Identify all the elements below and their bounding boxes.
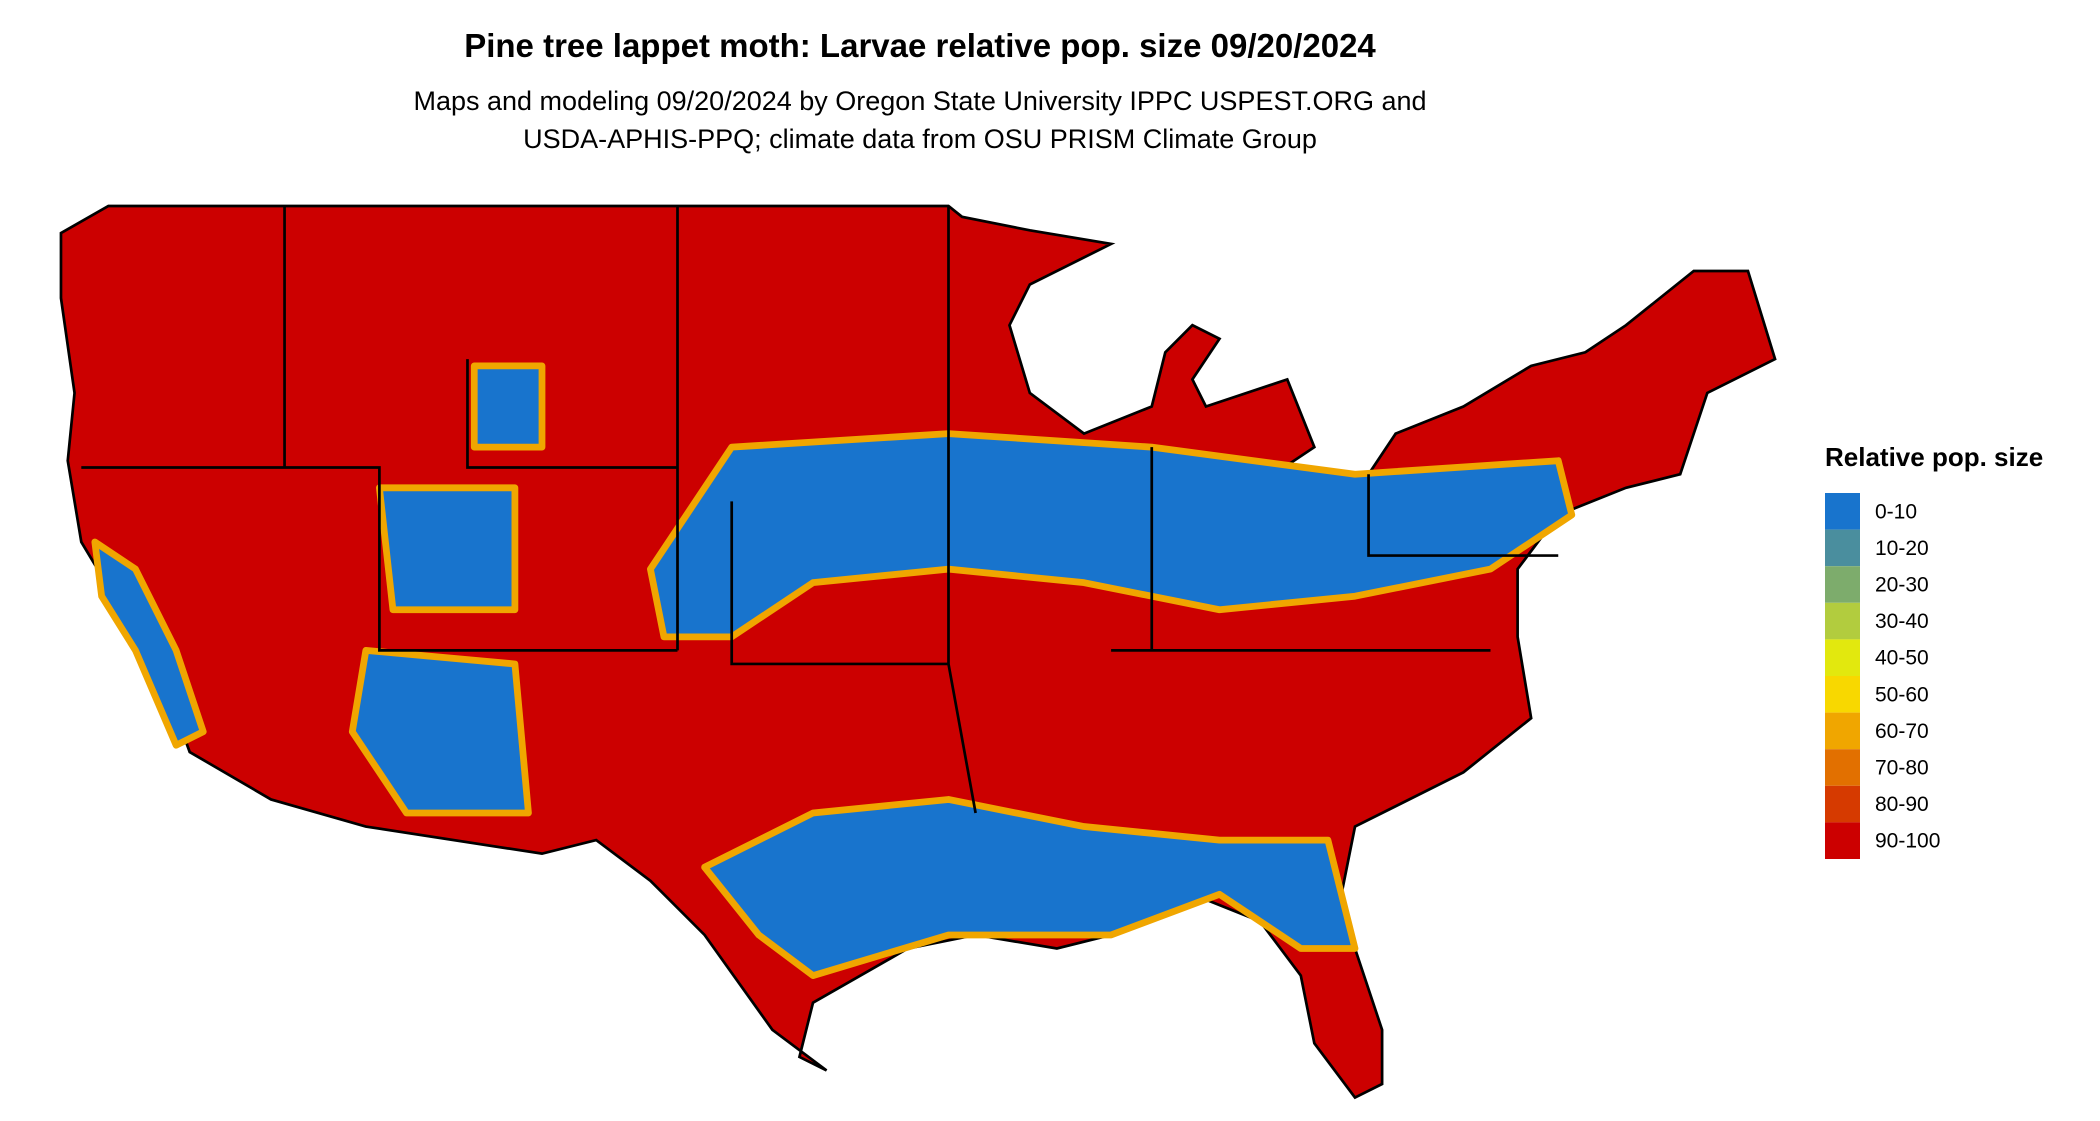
- us-map: [59, 204, 1777, 1100]
- legend-swatch: [1825, 602, 1860, 640]
- legend-label: 60-70: [1875, 720, 1929, 743]
- legend-swatch: [1825, 822, 1860, 859]
- legend-label: 0-10: [1875, 500, 1917, 523]
- legend-label: 10-20: [1875, 537, 1929, 560]
- legend-swatch: [1825, 712, 1860, 750]
- state-borders: [81, 205, 1559, 814]
- legend-label: 30-40: [1875, 610, 1929, 633]
- map-title: Pine tree lappet moth: Larvae relative p…: [464, 27, 1376, 64]
- map-subtitle: USDA-APHIS-PPQ; climate data from OSU PR…: [523, 124, 1317, 154]
- legend-title: Relative pop. size: [1825, 442, 2043, 472]
- legend-swatch: [1825, 566, 1860, 603]
- legend-swatch: [1825, 785, 1860, 823]
- legend-label: 50-60: [1875, 683, 1929, 706]
- legend-label: 20-30: [1875, 574, 1929, 597]
- legend-label: 70-80: [1875, 757, 1929, 780]
- us-outline: [59, 204, 1777, 1100]
- gulf-zone: [701, 796, 1359, 979]
- legend-swatch: [1825, 639, 1860, 676]
- legend-swatch: [1825, 749, 1860, 786]
- california-zone: [91, 538, 207, 749]
- legend-label: 90-100: [1875, 830, 1940, 853]
- basin-zone: [376, 484, 519, 614]
- legend-label: 80-90: [1875, 793, 1929, 816]
- legend-swatch: [1825, 676, 1860, 713]
- legend-swatch: [1825, 493, 1860, 530]
- southwest-zone: [348, 647, 532, 817]
- low-population-zones: [91, 362, 1576, 979]
- map-subtitle: Maps and modeling 09/20/2024 by Oregon S…: [413, 86, 1426, 116]
- legend-label: 40-50: [1875, 647, 1929, 670]
- central-zone: [647, 430, 1576, 641]
- wyoming-zone: [470, 362, 546, 451]
- legend-swatch: [1825, 529, 1860, 567]
- legend: 0-10 10-20 20-30 30-40 40-50 50-60 60-70 70-80 8…: [1825, 493, 1940, 859]
